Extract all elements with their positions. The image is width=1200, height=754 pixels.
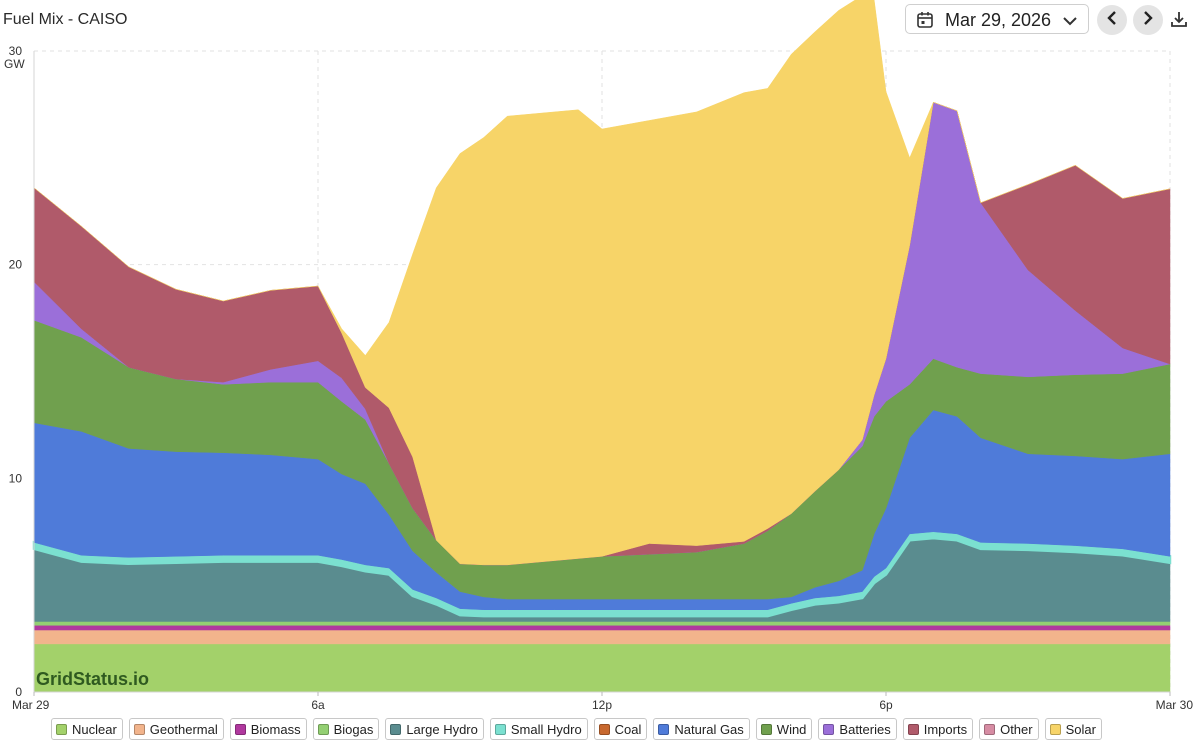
legend-swatch: [317, 723, 329, 735]
gridstatus-watermark: GridStatus.io: [36, 669, 149, 689]
y-tick-label-2: 20: [9, 258, 23, 272]
area-biogas: [33, 621, 1171, 626]
legend-swatch: [56, 723, 67, 735]
download-button[interactable]: [1170, 10, 1188, 33]
legend-item-solar[interactable]: Solar: [1044, 718, 1102, 740]
legend-label: Solar: [1065, 721, 1096, 737]
x-tick-label-4: Mar 30: [1156, 698, 1194, 712]
download-icon: [1170, 12, 1188, 32]
x-tick-label-2: 12p: [592, 698, 612, 712]
legend-swatch: [390, 723, 402, 735]
y-tick-label-1: 10: [9, 471, 23, 485]
legend-item-geothermal[interactable]: Geothermal: [128, 718, 224, 740]
legend-swatch: [133, 723, 145, 735]
legend-swatch: [1049, 723, 1061, 735]
legend-label: Small Hydro: [510, 721, 582, 737]
legend-item-coal[interactable]: Coal: [593, 718, 648, 740]
legend-swatch: [760, 723, 772, 735]
legend-swatch: [984, 723, 996, 735]
area-nuclear: [33, 643, 1171, 693]
legend-label: Batteries: [839, 721, 891, 737]
legend-swatch: [658, 723, 670, 735]
y-axis-unit-label: GW: [4, 57, 25, 71]
legend-item-wind[interactable]: Wind: [755, 718, 813, 740]
legend-item-large-hydro[interactable]: Large Hydro: [385, 718, 484, 740]
next-day-icon: [1141, 10, 1155, 31]
legend-label: Coal: [614, 721, 642, 737]
legend-item-small-hydro[interactable]: Small Hydro: [489, 718, 588, 740]
calendar-icon: [916, 11, 934, 34]
selected-date: Mar 29, 2026: [945, 10, 1052, 30]
legend-item-other[interactable]: Other: [979, 718, 1039, 740]
legend-label: Wind: [776, 721, 807, 737]
area-biomass: [33, 625, 1171, 631]
legend-item-biomass[interactable]: Biomass: [229, 718, 307, 740]
legend-item-batteries[interactable]: Batteries: [818, 718, 897, 740]
prev-day-button[interactable]: [1097, 5, 1127, 35]
legend-label: Geothermal: [149, 721, 218, 737]
legend-swatch: [234, 723, 246, 735]
x-tick-label-1: 6a: [311, 698, 325, 712]
y-tick-label-3: 30: [9, 44, 23, 58]
legend-item-imports[interactable]: Imports: [902, 718, 974, 740]
legend-label: Biomass: [250, 721, 301, 737]
next-day-button[interactable]: [1133, 5, 1163, 35]
legend-swatch: [494, 723, 506, 735]
legend-item-natural-gas[interactable]: Natural Gas: [653, 718, 750, 740]
legend-swatch: [907, 723, 919, 735]
y-tick-label-0: 0: [15, 685, 22, 699]
chevron-down-icon: [1062, 14, 1078, 32]
chart-areas: [32, 0, 1172, 693]
legend-label: Nuclear: [72, 721, 117, 737]
legend-swatch: [598, 723, 610, 735]
legend-item-nuclear[interactable]: Nuclear: [51, 718, 123, 740]
x-tick-label-0: Mar 29: [12, 698, 50, 712]
chart-legend: Nuclear Geothermal Biomass Biogas Large Hydr…: [51, 718, 1102, 740]
area-geothermal: [33, 629, 1171, 645]
x-tick-label-3: 6p: [879, 698, 893, 712]
legend-item-biogas[interactable]: Biogas: [312, 718, 380, 740]
legend-label: Biogas: [333, 721, 374, 737]
legend-label: Large Hydro: [406, 721, 478, 737]
legend-swatch: [823, 723, 835, 735]
page-title: Fuel Mix - CAISO: [3, 11, 128, 28]
date-picker[interactable]: Mar 29, 2026: [905, 4, 1089, 34]
area-solar: [33, 0, 1171, 566]
legend-label: Natural Gas: [674, 721, 744, 737]
prev-day-icon: [1105, 10, 1119, 31]
legend-label: Other: [1000, 721, 1033, 737]
legend-label: Imports: [923, 721, 968, 737]
